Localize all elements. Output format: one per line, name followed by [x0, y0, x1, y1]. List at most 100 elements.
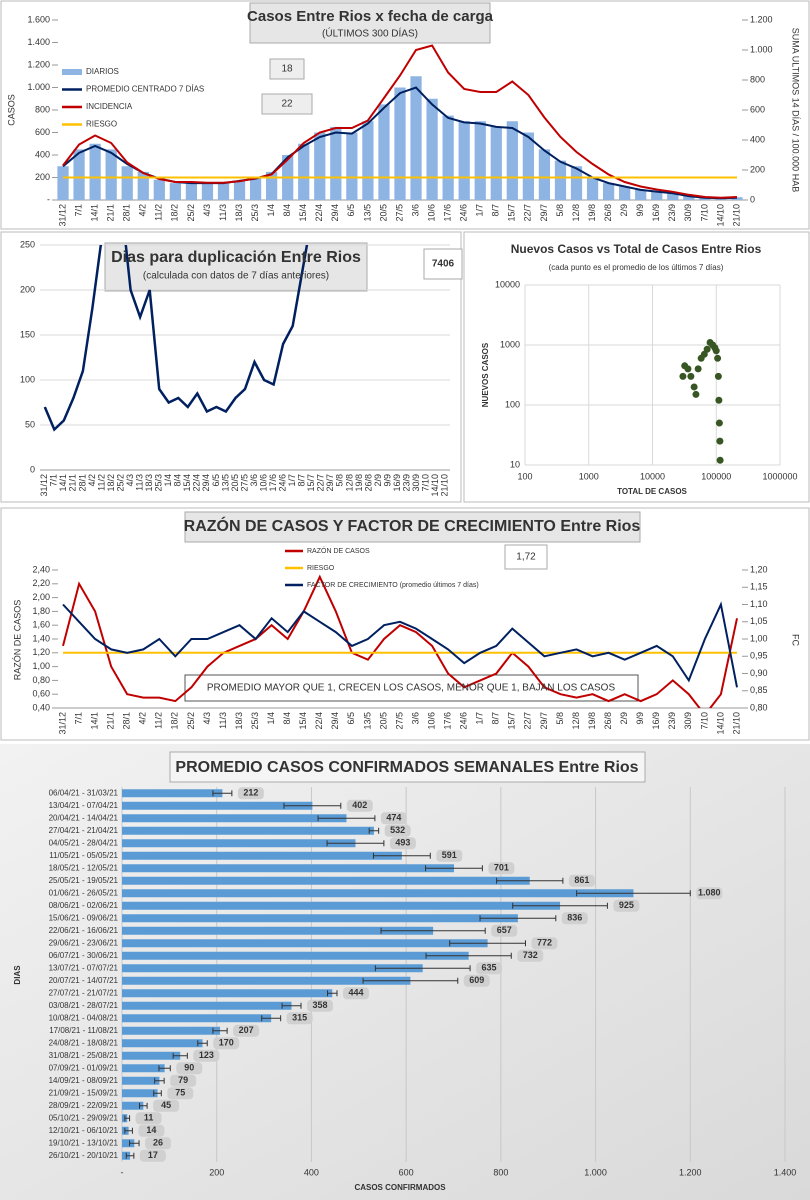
x-tick-label: 18/2	[106, 474, 116, 492]
y-tick-label: 1,00	[32, 661, 50, 671]
x-tick-label: 22/4	[314, 712, 324, 730]
value-label-box	[613, 899, 640, 912]
y-tick-label: 200	[35, 172, 50, 182]
value-label-box	[153, 1099, 180, 1112]
bar	[362, 121, 374, 200]
panel-frame	[0, 231, 462, 503]
error-bar	[261, 1015, 282, 1022]
y-tick-label: 2,40	[32, 564, 50, 574]
annotation: PROMEDIO MAYOR QUE 1, CRECEN LOS CASOS, …	[207, 683, 616, 694]
scatter-point	[716, 456, 724, 464]
value-label-box	[476, 962, 503, 975]
value-label: 45	[161, 1100, 171, 1110]
y-tick-label: 0	[750, 194, 755, 204]
error-bar	[496, 877, 564, 884]
x-tick-label: 600	[399, 1167, 414, 1177]
x-tick-label: 200	[209, 1167, 224, 1177]
x-tick-label: 11/3	[218, 712, 228, 729]
bar	[89, 143, 101, 200]
bar	[458, 121, 470, 200]
x-tick-label: 29/4	[201, 474, 211, 492]
x-axis-label: CASOS CONFIRMADOS	[354, 1183, 446, 1192]
annotation-box	[269, 58, 305, 80]
value-label-box	[384, 824, 411, 837]
y-tick-label: 17/08/21 - 11/08/21	[49, 1026, 118, 1035]
bar	[122, 864, 454, 873]
x-tick-label: 11/2	[154, 204, 164, 221]
y-tick-label: 1,15	[750, 582, 768, 592]
x-tick-label: 1.200	[679, 1167, 702, 1177]
x-tick-label: 15/4	[182, 474, 192, 492]
scatter-point	[715, 396, 723, 404]
bar	[667, 192, 679, 200]
x-tick-label: 17/6	[443, 712, 453, 730]
error-bar	[125, 1152, 135, 1159]
y-tick-label: 11/05/21 - 05/05/21	[49, 851, 118, 860]
x-tick-label: 29/7	[325, 474, 335, 492]
y2-axis-label: SUMA ULTIMOS 14 DÍAS / 100.000 HAB	[791, 28, 801, 192]
y-tick-label: 10/08/21 - 04/08/21	[49, 1013, 119, 1022]
scatter-point	[690, 383, 698, 391]
x-tick-label: 4/3	[125, 474, 135, 487]
x-tick-label: 1/4	[163, 474, 173, 487]
x-tick-label: 14/10	[715, 204, 725, 227]
y-tick-label: 1.200	[750, 14, 773, 24]
scatter-point	[694, 365, 702, 373]
value-label: 212	[243, 788, 258, 798]
y-tick-label: -	[47, 194, 50, 204]
error-bar	[374, 965, 471, 972]
error-bar	[327, 990, 338, 997]
value-label-box	[167, 1087, 194, 1100]
bar	[122, 964, 423, 973]
x-tick-label: 24/6	[278, 474, 288, 492]
error-bar	[212, 1027, 228, 1034]
y-tick-label: 800	[35, 104, 50, 114]
value-label-box	[139, 1149, 166, 1162]
bar	[122, 1064, 165, 1073]
x-tick-label: 18/2	[170, 204, 180, 222]
value-label-box	[389, 837, 416, 850]
y-tick-label: 1,80	[32, 606, 50, 616]
y-tick-label: 05/10/21 - 29/09/21	[49, 1113, 119, 1122]
error-bar	[139, 1102, 148, 1109]
error-bar	[281, 1002, 302, 1009]
error-bar	[372, 852, 431, 859]
bar	[602, 183, 615, 200]
x-tick-label: 27/5	[394, 712, 404, 730]
x-tick-label: 25/3	[250, 712, 260, 730]
x-tick-label: 29/4	[330, 712, 340, 730]
x-tick-label: 13/5	[220, 474, 230, 492]
bar	[298, 143, 310, 200]
x-tick-label: 15/4	[298, 204, 308, 222]
x-tick-label: 1.400	[774, 1167, 797, 1177]
x-tick-label: 3/6	[410, 204, 420, 217]
x-tick-label: 24/6	[459, 712, 469, 730]
y-tick-label: 1,10	[750, 599, 768, 609]
y-tick-label: 600	[750, 104, 765, 114]
error-bar	[425, 865, 483, 872]
x-tick-label: 26/8	[603, 204, 613, 222]
y-tick-label: 03/08/21 - 28/07/21	[49, 1001, 119, 1010]
x-tick-label: 22/7	[523, 712, 533, 730]
y-tick-label: 400	[750, 134, 765, 144]
x-tick-label: 8/4	[282, 712, 292, 725]
scatter-point	[712, 347, 720, 355]
y-tick-label: 25/05/21 - 19/05/21	[49, 876, 119, 885]
x-tick-label: 21/10	[731, 712, 741, 735]
x-tick-label: 19/8	[587, 712, 597, 730]
x-tick-label: 10000	[640, 471, 665, 481]
x-tick-label: 2/9	[619, 712, 629, 725]
x-tick-label: 800	[493, 1167, 508, 1177]
x-tick-label: 22/4	[192, 474, 202, 492]
value-label: 26	[153, 1138, 163, 1148]
bar	[683, 195, 695, 200]
error-bar	[124, 1127, 133, 1134]
x-tick-label: 13/5	[362, 204, 372, 222]
value-label-box	[531, 937, 558, 950]
bar	[122, 1001, 292, 1010]
y-axis-label: NUEVOS CASOS	[481, 342, 490, 407]
y-tick-label: 1.000	[27, 82, 50, 92]
x-tick-label: 21/10	[440, 474, 450, 497]
annotation-box	[261, 93, 313, 115]
x-tick-label: 400	[304, 1167, 319, 1177]
